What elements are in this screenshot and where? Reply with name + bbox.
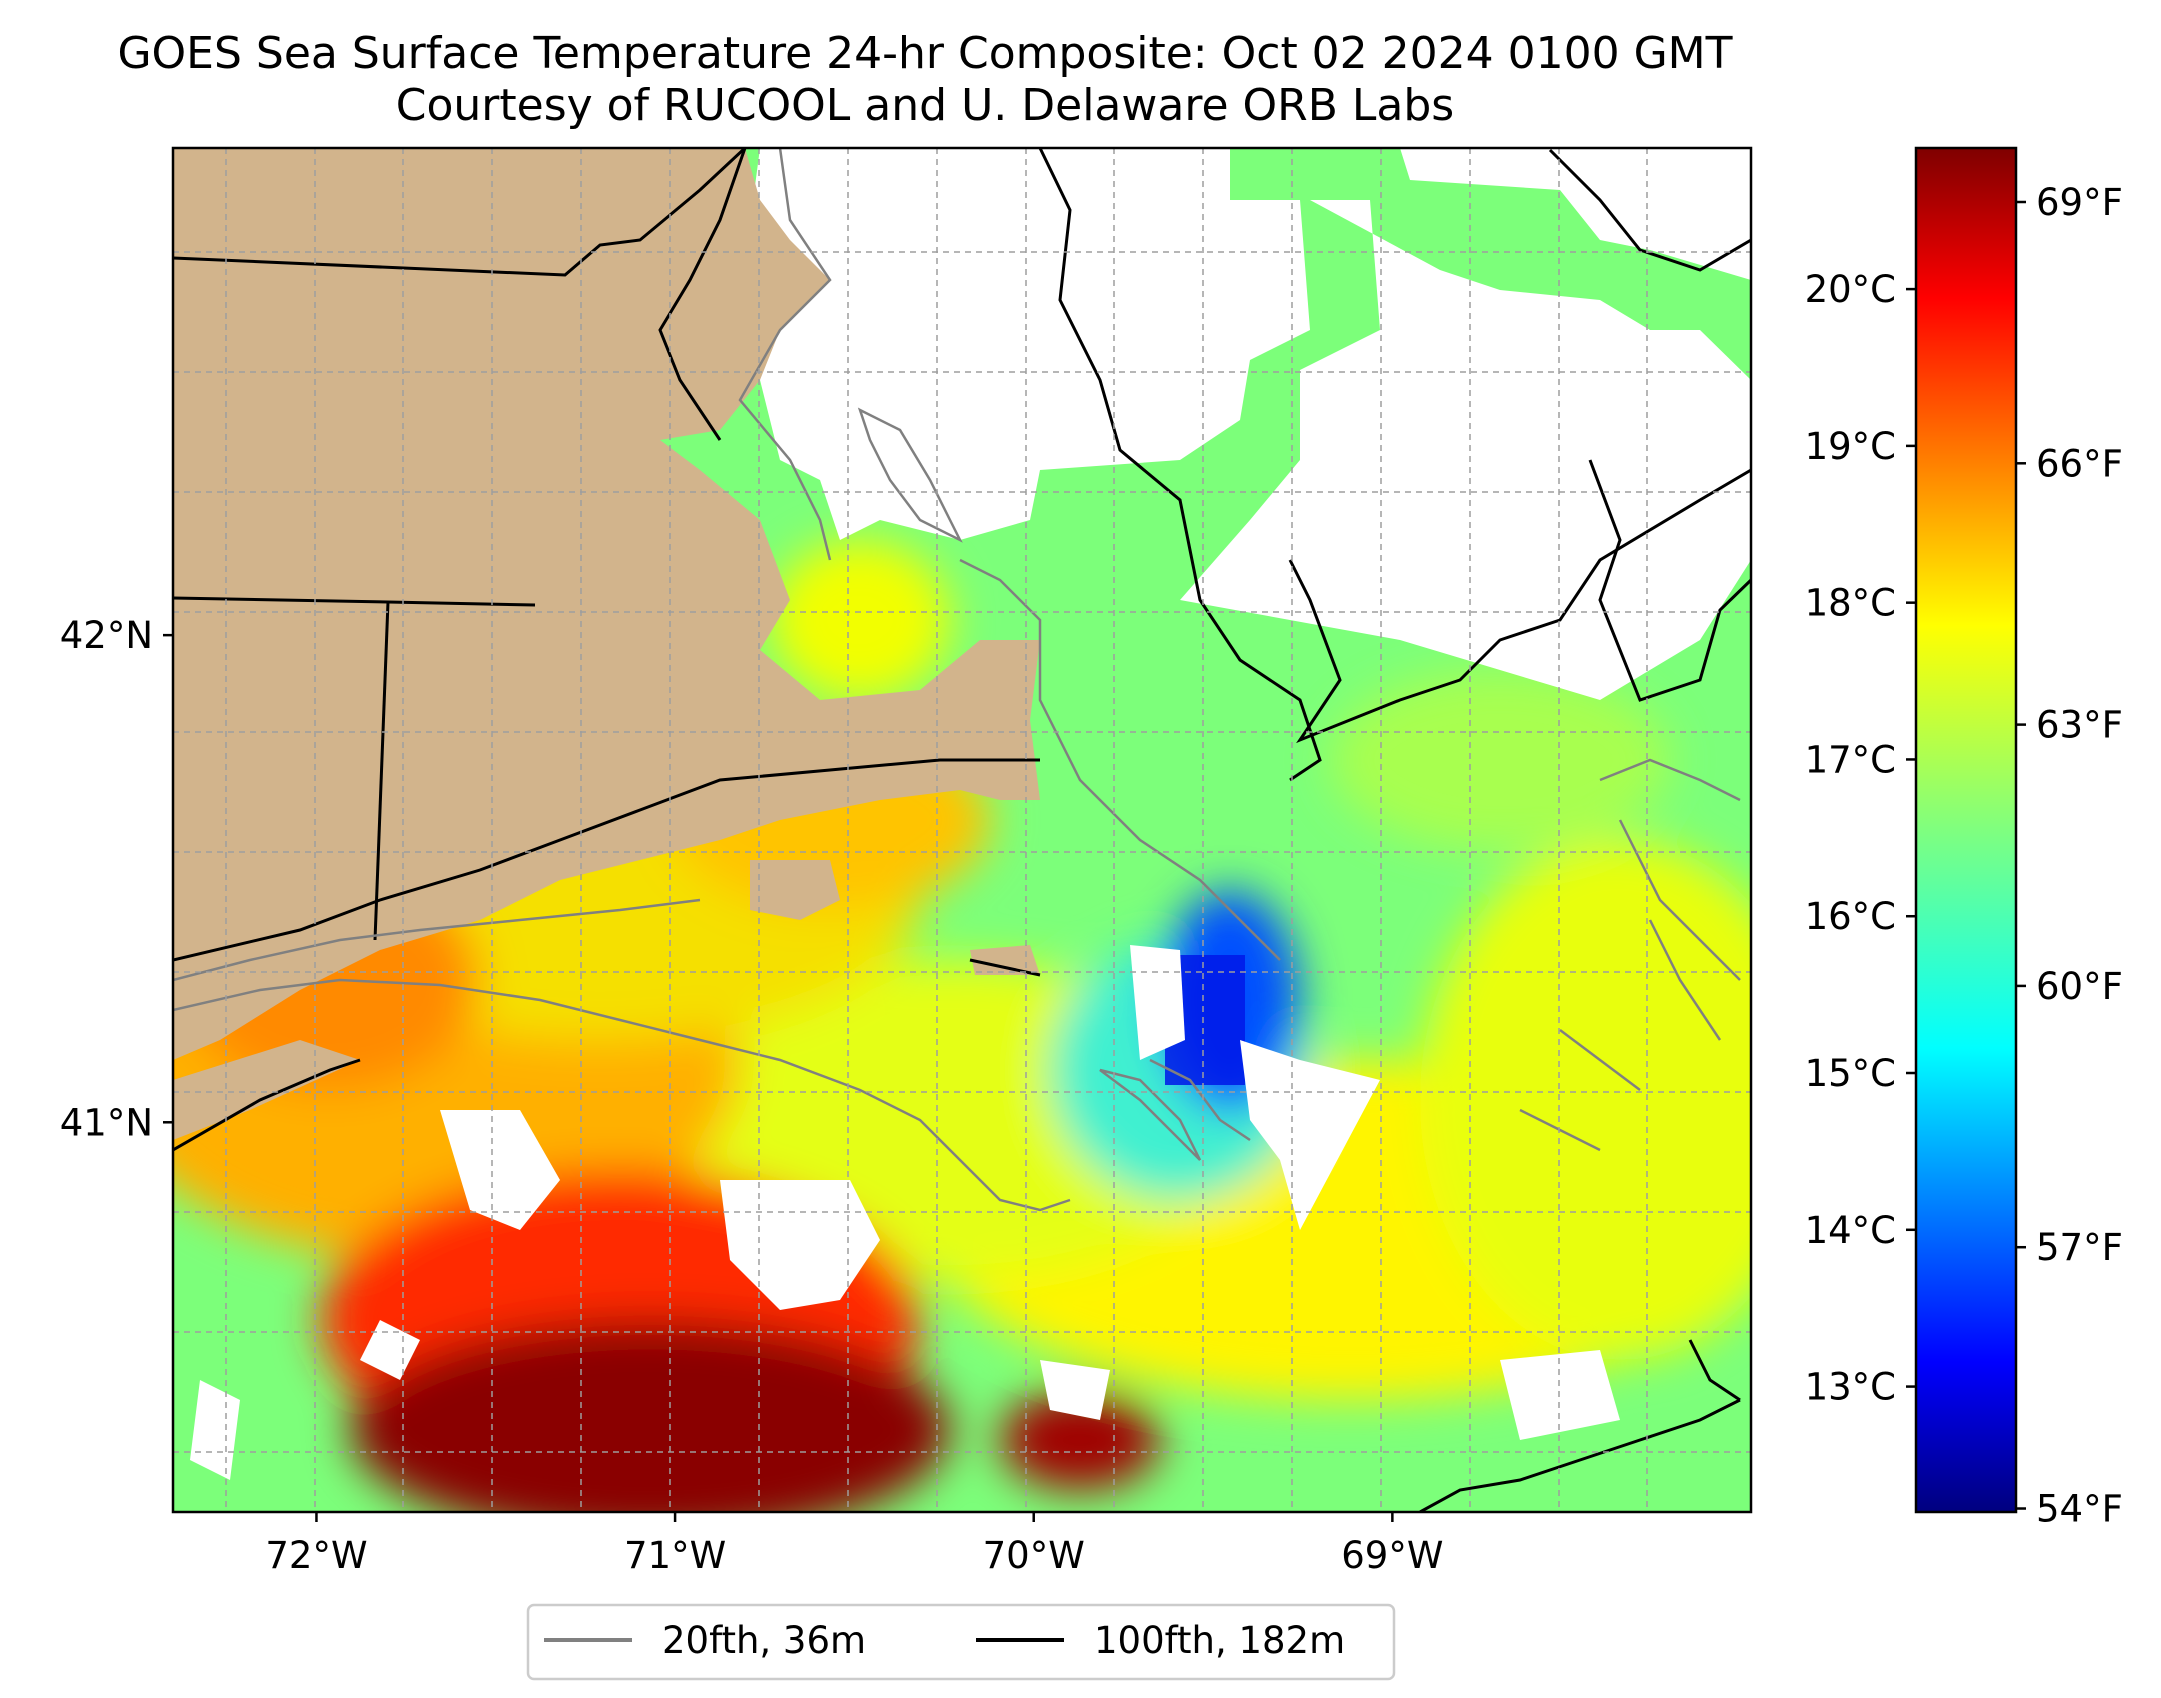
legend-label-100fth: 100fth, 182m xyxy=(1094,1619,1345,1662)
lat-tick-label: 41°N xyxy=(60,1101,153,1144)
land-long-island xyxy=(173,1040,360,1140)
celsius-tick-label: 13°C xyxy=(1805,1366,1896,1409)
map-subtitle: Courtesy of RUCOOL and U. Delaware ORB L… xyxy=(395,80,1455,131)
colorbar-celsius-ticks: 20°C 19°C 18°C 17°C 16°C 15°C 14°C 13°C xyxy=(1805,268,1916,1409)
land-nantucket xyxy=(970,945,1040,975)
colorbar-fahrenheit-ticks: 69°F 66°F 63°F 60°F 57°F 54°F xyxy=(2016,181,2123,1531)
fahrenheit-tick-label: 57°F xyxy=(2036,1226,2123,1269)
isobath-20fth xyxy=(173,148,1741,1212)
lon-tick-label: 72°W xyxy=(265,1534,367,1577)
celsius-tick-label: 15°C xyxy=(1805,1052,1896,1095)
coastline-100fth xyxy=(173,148,1751,1512)
map-frame xyxy=(171,146,1753,1514)
latitude-ticks: 42°N 41°N xyxy=(60,614,173,1144)
fahrenheit-tick-label: 69°F xyxy=(2036,181,2123,224)
lat-tick-label: 42°N xyxy=(60,614,153,657)
fahrenheit-tick-label: 63°F xyxy=(2036,704,2123,747)
celsius-tick-label: 19°C xyxy=(1805,425,1896,468)
fahrenheit-tick-label: 60°F xyxy=(2036,965,2123,1008)
land-marthas-vineyard xyxy=(750,860,840,920)
celsius-tick-label: 16°C xyxy=(1805,895,1896,938)
lon-tick-label: 71°W xyxy=(624,1534,726,1577)
map-title: GOES Sea Surface Temperature 24-hr Compo… xyxy=(117,28,1733,79)
legend-label-20fth: 20fth, 36m xyxy=(662,1619,866,1662)
celsius-tick-label: 20°C xyxy=(1805,268,1896,311)
fahrenheit-tick-label: 66°F xyxy=(2036,442,2123,485)
fahrenheit-tick-label: 54°F xyxy=(2036,1488,2123,1531)
celsius-tick-label: 17°C xyxy=(1805,738,1896,781)
lon-tick-label: 70°W xyxy=(983,1534,1085,1577)
graticule xyxy=(173,148,1751,1512)
lon-tick-label: 69°W xyxy=(1341,1534,1443,1577)
map-panel xyxy=(173,148,1751,1512)
land-new-england xyxy=(173,148,1040,1060)
celsius-tick-label: 18°C xyxy=(1805,582,1896,625)
longitude-ticks: 72°W 71°W 70°W 69°W xyxy=(265,1512,1443,1577)
legend-box xyxy=(526,1603,1396,1681)
celsius-tick-label: 14°C xyxy=(1805,1209,1896,1252)
colorbar xyxy=(1914,146,2018,1514)
